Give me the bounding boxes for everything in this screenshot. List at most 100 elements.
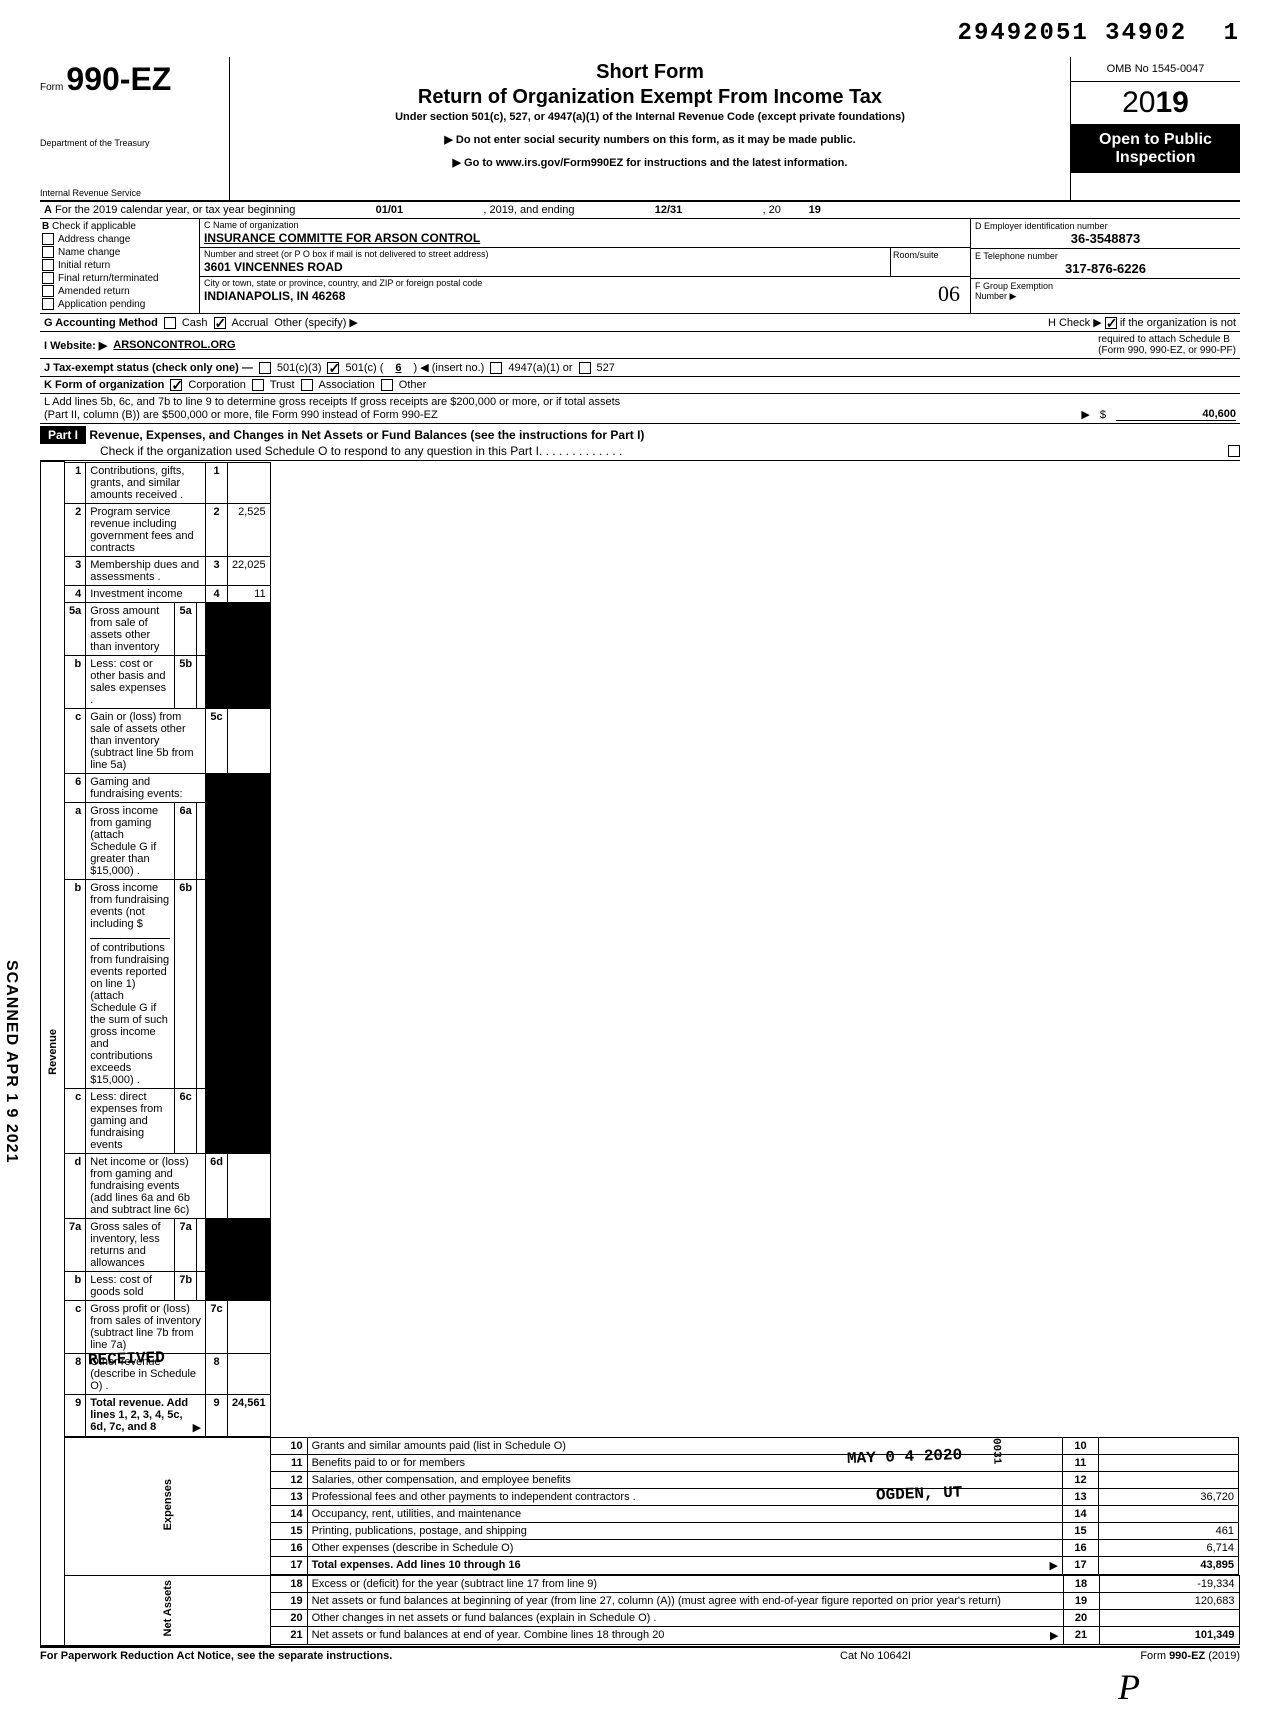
row-j-tax-exempt: J Tax-exempt status (check only one) — 5… [40, 359, 1240, 377]
ein-value: 36-3548873 [975, 231, 1236, 246]
year-suffix: 19 [1156, 86, 1189, 119]
line-6d: dNet income or (loss) from gaming and fu… [65, 1153, 270, 1218]
gross-receipts-amount: 40,600 [1116, 408, 1236, 421]
chk-cash[interactable] [164, 317, 176, 329]
room-suite-label: Room/suite [890, 248, 970, 276]
chk-initial-return[interactable]: Initial return [42, 259, 197, 271]
ein-label: D Employer identification number [975, 221, 1236, 231]
row-a-text1: For the 2019 calendar year, or tax year … [55, 204, 295, 216]
ssn-warning: ▶ Do not enter social security numbers o… [240, 133, 1060, 146]
chk-527[interactable] [579, 362, 591, 374]
line-5c: cGain or (loss) from sale of assets othe… [65, 708, 270, 773]
chk-association[interactable] [301, 379, 313, 391]
line-13: 13Professional fees and other payments t… [271, 1489, 1238, 1506]
form-header: Form 990-EZ Department of the Treasury I… [40, 57, 1240, 202]
line-7a: 7aGross sales of inventory, less returns… [65, 1218, 270, 1271]
l-text1: L Add lines 5b, 6c, and 7b to line 9 to … [44, 396, 1236, 408]
section-expenses: Expenses [65, 1437, 271, 1575]
chk-application-pending[interactable]: Application pending [42, 298, 197, 310]
dln-number: 29492051 34902 1 [40, 20, 1240, 47]
k-label: K Form of organization [44, 379, 164, 391]
goto-line: ▶ Go to www.irs.gov/Form990EZ for instru… [240, 156, 1060, 169]
handwritten-mark: 06 [938, 281, 960, 307]
chk-accrual[interactable] [214, 317, 226, 329]
line-12: 12Salaries, other compensation, and empl… [271, 1472, 1238, 1489]
org-name: INSURANCE COMMITTE FOR ARSON CONTROL [200, 231, 970, 247]
chk-501c-other[interactable] [327, 362, 339, 374]
phone-label: E Telephone number [975, 251, 1236, 261]
scanned-stamp: SCANNED APR 1 9 2021 [2, 960, 20, 1163]
chk-4947[interactable] [490, 362, 502, 374]
chk-name-change[interactable]: Name change [42, 246, 197, 258]
paperwork-notice: For Paperwork Reduction Act Notice, see … [40, 1650, 840, 1662]
part-1-label: Part I [40, 426, 86, 444]
header-right: OMB No 1545-0047 2019 Open to Public Ins… [1070, 57, 1240, 200]
catalog-number: Cat No 10642I [840, 1650, 1040, 1662]
line-7c: cGross profit or (loss) from sales of in… [65, 1300, 270, 1353]
chk-schedule-b-not-required[interactable] [1105, 317, 1117, 329]
line-9: 9Total revenue. Add lines 1, 2, 3, 4, 5c… [65, 1394, 270, 1436]
line-4: 4Investment income411 [65, 585, 270, 602]
line-17: 17Total expenses. Add lines 10 through 1… [271, 1557, 1238, 1575]
line-8: 8Other revenue (describe in Schedule O) … [65, 1353, 270, 1394]
l-dollar: $ [1100, 409, 1106, 421]
part-1-check-line: Check if the organization used Schedule … [100, 444, 539, 458]
main-title: Return of Organization Exempt From Incom… [240, 86, 1060, 109]
group-exempt-label: F Group Exemption [975, 281, 1236, 291]
header-left: Form 990-EZ Department of the Treasury I… [40, 57, 230, 200]
header-mid: Short Form Return of Organization Exempt… [230, 57, 1070, 200]
501c-insert: 6 [389, 362, 407, 374]
ein-block: D Employer identification number 36-3548… [971, 219, 1240, 249]
chk-corporation[interactable] [170, 379, 182, 391]
dept-irs: Internal Revenue Service [40, 188, 223, 198]
chk-address-change[interactable]: Address change [42, 233, 197, 245]
line-20: 20Other changes in net assets or fund ba… [271, 1610, 1239, 1627]
org-city: INDIANAPOLIS, IN 46268 [200, 289, 970, 305]
row-k-form-org: K Form of organization Corporation Trust… [40, 377, 1240, 394]
row-h: H Check ▶ if the organization is not [1048, 316, 1236, 329]
row-i-website: I Website: ▶ ARSONCONTROL.ORG required t… [40, 332, 1240, 359]
chk-final-return[interactable]: Final return/terminated [42, 272, 197, 284]
initial-signature: P [40, 1666, 1240, 1708]
line-11: 11Benefits paid to or for members11 [271, 1455, 1238, 1472]
open-public-badge: Open to Public Inspection [1071, 125, 1240, 173]
chk-501c3[interactable] [259, 362, 271, 374]
sub-title: Under section 501(c), 527, or 4947(a)(1)… [240, 111, 1060, 123]
section-revenue: Revenue [41, 462, 65, 1646]
chk-trust[interactable] [252, 379, 264, 391]
col-b-checkboxes: B Check if applicable Address change Nam… [40, 219, 200, 313]
stamp-location: OGDEN, UT [875, 1484, 962, 1505]
row-a-tax-year: A For the 2019 calendar year, or tax yea… [40, 202, 1240, 219]
open-line1: Open to Public [1073, 131, 1238, 149]
dln-value: 29492051 34902 [958, 20, 1188, 47]
year-prefix: 20 [1122, 86, 1155, 119]
row-a-label: A [44, 204, 52, 216]
dln-page: 1 [1224, 20, 1240, 47]
page-footer: For Paperwork Reduction Act Notice, see … [40, 1646, 1240, 1662]
l-text2: (Part II, column (B)) are $500,000 or mo… [44, 409, 438, 421]
received-stamp: RECEIVED [88, 1348, 165, 1369]
line-1: 1Contributions, gifts, grants, and simil… [65, 462, 270, 503]
entity-block: B Check if applicable Address change Nam… [40, 219, 1240, 314]
i-label: I Website: ▶ [44, 339, 107, 352]
short-form-title: Short Form [240, 61, 1060, 84]
chk-amended-return[interactable]: Amended return [42, 285, 197, 297]
omb-number: OMB No 1545-0047 [1071, 57, 1240, 82]
line-3: 3Membership dues and assessments .322,02… [65, 556, 270, 585]
end-date: 12/31 [578, 202, 758, 218]
end-yy: 19 [785, 202, 825, 218]
line-16: 16Other expenses (describe in Schedule O… [271, 1540, 1238, 1557]
phone-value: 317-876-6226 [975, 261, 1236, 276]
group-exempt-number-label: Number ▶ [975, 291, 1236, 302]
begin-date: 01/01 [299, 202, 479, 218]
g-label: G Accounting Method [44, 317, 158, 329]
row-a-text2: , 2019, and ending [479, 202, 578, 218]
open-line2: Inspection [1073, 149, 1238, 167]
chk-other-org[interactable] [381, 379, 393, 391]
part-1-header: Part I Revenue, Expenses, and Changes in… [40, 424, 1240, 461]
line-6: 6Gaming and fundraising events: [65, 773, 270, 802]
section-net-assets: Net Assets [65, 1575, 271, 1645]
chk-schedule-o-part1[interactable] [1228, 445, 1240, 457]
row-a-text3: , 20 [758, 202, 784, 218]
g-other: Other (specify) ▶ [274, 316, 358, 329]
